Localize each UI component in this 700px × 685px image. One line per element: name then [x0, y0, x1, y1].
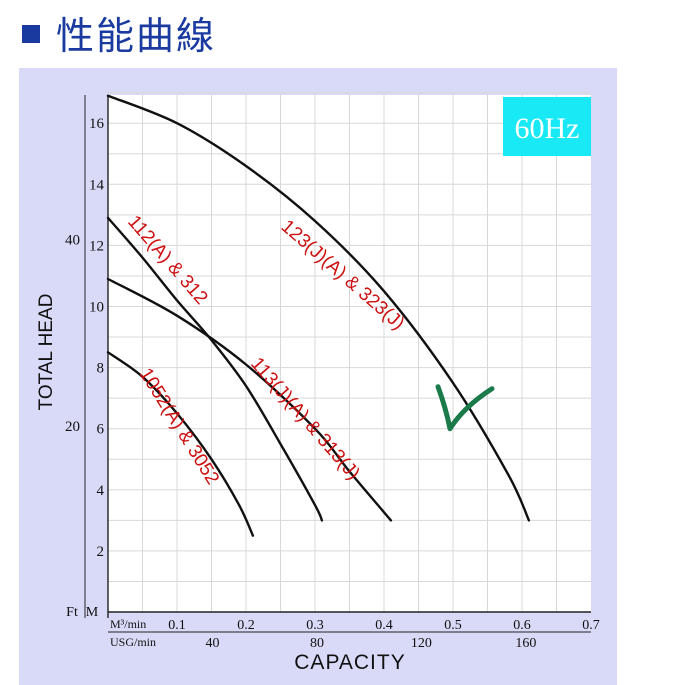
y-tick-label-m: 8 — [97, 361, 105, 377]
y-axis-title: TOTAL HEAD — [36, 294, 57, 411]
x-tick-label-m3: 0.1 — [168, 618, 186, 633]
checkmark-annotation — [435, 384, 495, 432]
y-tick-label-m: 16 — [89, 116, 105, 132]
x-tick-label-m3: 0.2 — [237, 618, 255, 633]
x-tick-label-usg: 40 — [205, 636, 219, 651]
frequency-badge-label: 60Hz — [515, 112, 580, 145]
y-tick-label-m: 10 — [89, 300, 104, 316]
x-tick-label-m3: 0.5 — [444, 618, 462, 633]
y-tick-label-m: 4 — [97, 483, 105, 499]
x-units-m3: M³/min — [110, 617, 146, 631]
y-tick-label-m: 14 — [89, 177, 105, 193]
annotations — [435, 384, 495, 432]
y-tick-label-m: 2 — [97, 544, 105, 560]
title-bullet-square — [22, 25, 40, 43]
grid-lines — [108, 92, 591, 612]
y-tick-label-ft: 40 — [65, 233, 80, 249]
y-tick-label-m: 6 — [97, 422, 105, 438]
x-tick-label-m3: 0.3 — [306, 618, 324, 633]
x-tick-label-usg: 120 — [411, 636, 432, 651]
page-title: 性能曲線 — [56, 13, 217, 58]
tick-labels: 2 4 6 8 10 12 14 16 20 40 M Ft 0.1 0.2 0.3 0.4 0.5 0.6 0.7… — [36, 116, 600, 674]
x-tick-label-m3: 0.6 — [513, 618, 531, 633]
x-tick-label-m3: 0.4 — [375, 618, 393, 633]
y-units-ft: Ft — [66, 605, 78, 620]
x-tick-label-usg: 160 — [515, 636, 536, 651]
page-header: 性能曲線 — [22, 6, 216, 58]
frequency-badge — [503, 97, 591, 156]
curve-1052-3052 — [106, 351, 255, 537]
y-tick-label-ft: 20 — [65, 419, 80, 435]
y-tick-label-m: 12 — [89, 238, 104, 254]
curves — [106, 94, 531, 537]
frequency-badge-group: 60Hz — [503, 97, 591, 156]
x-tick-label-usg: 80 — [310, 636, 324, 651]
curve-112-312 — [106, 216, 324, 522]
axes — [84, 95, 591, 633]
curve-123-323 — [106, 94, 531, 522]
y-units-m: M — [86, 605, 99, 620]
x-units-usg: USG/min — [110, 635, 156, 649]
x-axis-title: CAPACITY — [294, 651, 405, 674]
x-tick-label-m3: 0.7 — [582, 618, 600, 633]
curve-113-313 — [106, 277, 393, 522]
